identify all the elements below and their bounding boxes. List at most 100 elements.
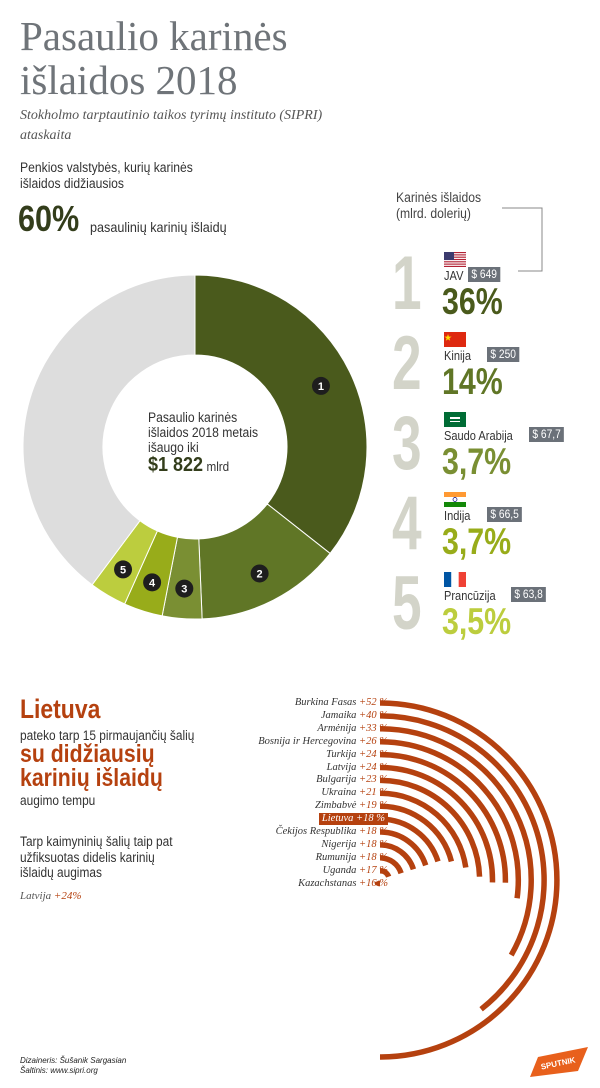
flag-sa-icon bbox=[444, 412, 466, 427]
flag-cn-icon bbox=[444, 332, 466, 347]
donut-label-1: 1 bbox=[318, 381, 324, 393]
growth-label: Kazachstanas +16 % bbox=[298, 878, 388, 890]
page-subtitle: Stokholmo tarptautinio taikos tyrimų ins… bbox=[20, 108, 323, 143]
growth-country: Nigerija bbox=[321, 838, 360, 850]
spending-amount: $ 63,8 bbox=[511, 587, 547, 602]
growth-label: Rumunija +18 % bbox=[316, 852, 388, 864]
flag-us-icon bbox=[444, 252, 466, 267]
donut-label-2: 2 bbox=[257, 568, 263, 580]
rank-number-2: 2 bbox=[392, 321, 422, 406]
growth-value: +33 % bbox=[359, 722, 388, 734]
growth-country: Uganda bbox=[322, 864, 360, 876]
share-percent: 3,7% bbox=[442, 441, 512, 482]
latvia-value: +24% bbox=[53, 890, 82, 902]
growth-label: Burkina Fasas +52 % bbox=[295, 697, 388, 709]
donut-label-marker-1 bbox=[311, 376, 330, 395]
growth-country: Čekijos Respublika bbox=[275, 826, 360, 837]
growth-value: +52 % bbox=[359, 697, 388, 708]
growth-country: Jamaika bbox=[320, 709, 360, 721]
country-name: Kinija bbox=[444, 348, 472, 363]
title-line-2: išlaidos 2018 bbox=[20, 57, 238, 103]
growth-label: Ukraina +21 % bbox=[321, 787, 388, 799]
donut-label-3: 3 bbox=[181, 584, 187, 596]
growth-arc bbox=[379, 777, 483, 877]
growth-arc bbox=[379, 700, 560, 1060]
growth-label: Bulgarija +23 % bbox=[316, 774, 388, 786]
country-name: Prancūzija bbox=[444, 588, 496, 603]
growth-value: +18 % bbox=[356, 813, 385, 825]
share-percent: 3,5% bbox=[442, 601, 512, 642]
growth-value: +18 % bbox=[359, 851, 388, 863]
rank-number-5: 5 bbox=[392, 561, 422, 646]
rank-number-4: 4 bbox=[392, 481, 422, 566]
growth-country: Latvija bbox=[326, 761, 360, 773]
donut-center-line1: Pasaulio karinės bbox=[148, 410, 238, 425]
donut-label-marker-2 bbox=[250, 564, 269, 583]
donut-chart: 1 2 3 4 5 bbox=[22, 274, 368, 620]
growth-arc bbox=[379, 726, 534, 957]
growth-arc bbox=[379, 751, 509, 883]
growth-arc bbox=[374, 880, 381, 887]
growth-arc bbox=[379, 829, 429, 867]
spending-amount: $ 66,5 bbox=[486, 507, 522, 522]
flag-in-icon bbox=[444, 492, 466, 507]
flag-fr-icon bbox=[444, 572, 466, 587]
lithuania-title: Lietuva bbox=[20, 694, 101, 724]
donut-center-line3: išaugo iki bbox=[148, 440, 199, 455]
title-line-1: Pasaulio karinės bbox=[20, 13, 288, 59]
donut-label-marker-3 bbox=[175, 579, 194, 598]
donut-center-unit: mlrd bbox=[206, 459, 230, 474]
donut-slice-1 bbox=[194, 274, 368, 555]
growth-value: +18 % bbox=[359, 838, 388, 850]
growth-label: Uganda +17 % bbox=[323, 865, 388, 877]
source-credit: Šaltinis: www.sipri.org bbox=[20, 1066, 98, 1075]
spending-amount: $ 250 bbox=[486, 347, 519, 362]
lithuania-text1: pateko tarp 15 pirmaujančių šalių bbox=[20, 728, 195, 743]
country-name: JAV bbox=[444, 268, 464, 283]
credits: Dizaineris: Šušanik Sargasian Šaltinis: … bbox=[20, 1056, 126, 1076]
legend-title-line1: Karinės išlaidos bbox=[396, 190, 482, 205]
growth-arc bbox=[379, 738, 522, 899]
growth-country: Zimbabvė bbox=[314, 800, 360, 812]
donut-center-value: $1 822 bbox=[148, 454, 204, 476]
legend-title: Karinės išlaidos (mlrd. dolerių) bbox=[396, 190, 481, 222]
growth-label: Zimbabvė +19 % bbox=[315, 800, 388, 812]
growth-value: +19 % bbox=[359, 800, 388, 812]
lithuania-headline-line1: su didžiausių bbox=[20, 740, 155, 768]
legend-bracket bbox=[502, 207, 543, 272]
donut-slice-rest bbox=[22, 274, 196, 586]
latvia-label: Latvija bbox=[20, 890, 52, 902]
share-percent: 3,7% bbox=[442, 521, 512, 562]
growth-value: +18 % bbox=[359, 826, 388, 837]
donut-label-5: 5 bbox=[120, 564, 126, 576]
growth-value: +24 % bbox=[359, 761, 388, 773]
growth-label: Jamaika +40 % bbox=[321, 710, 388, 722]
growth-label: Lietuva +18 % bbox=[318, 813, 388, 826]
country-name: Indija bbox=[444, 508, 471, 523]
growth-value: +17 % bbox=[359, 864, 388, 876]
donut-center-text: Pasaulio karinės išlaidos 2018 metais iš… bbox=[148, 410, 283, 476]
top5-lead: Penkios valstybės, kurių karinės išlaido… bbox=[20, 160, 193, 191]
spending-amount: $ 67,7 bbox=[529, 427, 565, 442]
growth-arc bbox=[379, 803, 455, 863]
growth-country: Armėnija bbox=[317, 722, 360, 734]
growth-country: Bosnija ir Hercegovina bbox=[258, 735, 360, 747]
growth-country: Kazachstanas bbox=[298, 877, 360, 889]
growth-arc bbox=[379, 790, 469, 868]
share-percent: 14% bbox=[442, 361, 503, 402]
growth-label: Bosnija ir Hercegovina +26 % bbox=[258, 736, 388, 748]
top5-share: 60% bbox=[18, 198, 80, 239]
rank-number-1: 1 bbox=[392, 241, 422, 326]
growth-value: +21 % bbox=[359, 787, 388, 799]
growth-country: Turkija bbox=[326, 748, 360, 760]
growth-arc bbox=[379, 867, 392, 878]
lithuania-text3: Tarp kaimyninių šalių taip pat užfiksuot… bbox=[20, 834, 173, 880]
growth-country: Lietuva bbox=[321, 813, 357, 825]
lithuania-text2: augimo tempu bbox=[20, 793, 96, 808]
latvia-growth: Latvija +24% bbox=[20, 890, 82, 902]
growth-value: +16 % bbox=[359, 877, 388, 889]
growth-country: Bulgarija bbox=[316, 774, 360, 786]
growth-label: Armėnija +33 % bbox=[317, 723, 388, 735]
sputnik-logo: SPUTNIK bbox=[530, 1047, 588, 1077]
